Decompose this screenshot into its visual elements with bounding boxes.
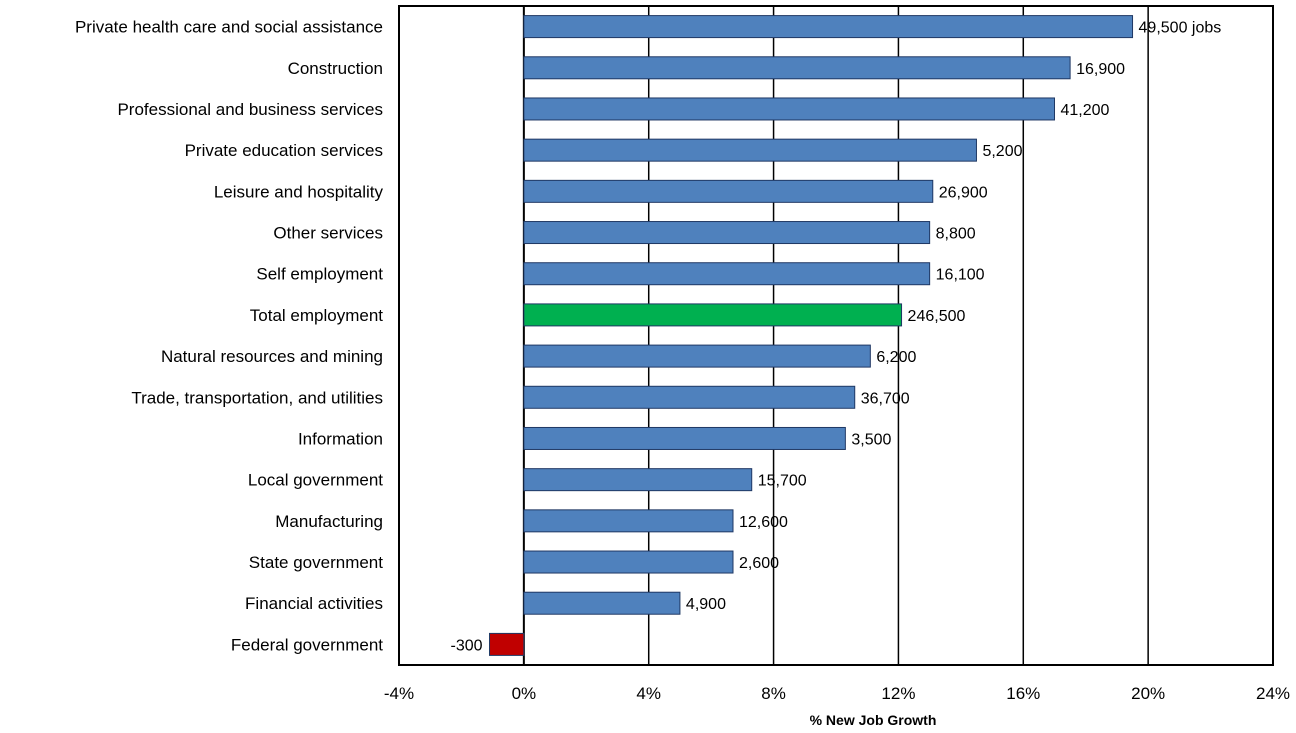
data-label-10: 3,500	[851, 431, 891, 448]
bar-15	[489, 632, 525, 656]
data-label-8: 6,200	[876, 349, 916, 366]
x-tick-label-0: -4%	[384, 684, 414, 703]
bar-1	[523, 56, 1071, 80]
bar-9	[523, 385, 856, 409]
x-tick-label-4: 12%	[881, 684, 915, 703]
bar-13	[523, 550, 734, 574]
category-label-0: Private health care and social assistanc…	[75, 18, 383, 37]
data-label-13: 2,600	[739, 555, 779, 572]
bar-10	[523, 426, 846, 450]
data-label-5: 8,800	[936, 226, 976, 243]
data-label-1: 16,900	[1076, 61, 1125, 78]
data-label-3: 5,200	[982, 143, 1022, 160]
bar-2	[523, 97, 1055, 121]
category-label-10: Information	[298, 429, 383, 448]
x-tick-label-6: 20%	[1131, 684, 1165, 703]
x-tick-label-3: 8%	[761, 684, 786, 703]
category-label-11: Local government	[248, 471, 383, 490]
data-label-6: 16,100	[936, 267, 985, 284]
bar-5	[523, 221, 931, 245]
data-label-9: 36,700	[861, 390, 910, 407]
x-tick-label-1: 0%	[512, 684, 537, 703]
category-label-12: Manufacturing	[275, 512, 383, 531]
data-label-2: 41,200	[1061, 102, 1110, 119]
data-label-11: 15,700	[758, 473, 807, 490]
category-label-1: Construction	[288, 59, 383, 78]
category-label-4: Leisure and hospitality	[214, 182, 384, 201]
category-label-5: Other services	[273, 224, 383, 243]
category-label-15: Federal government	[231, 635, 383, 654]
category-label-6: Self employment	[256, 265, 383, 284]
category-label-9: Trade, transportation, and utilities	[131, 388, 383, 407]
bar-0	[523, 15, 1134, 39]
bar-3	[523, 138, 977, 162]
category-label-13: State government	[249, 553, 383, 572]
bar-14	[523, 591, 681, 615]
x-tick-label-5: 16%	[1006, 684, 1040, 703]
bars	[489, 15, 1134, 656]
data-label-0: 49,500 jobs	[1139, 20, 1222, 37]
data-label-7: 246,500	[908, 308, 966, 325]
bar-4	[523, 179, 934, 203]
x-tick-labels: -4% 0% 4% 8% 12% 16% 20% 24%	[384, 684, 1290, 703]
x-tick-label-2: 4%	[636, 684, 661, 703]
x-axis-title: % New Job Growth	[810, 712, 937, 728]
data-label-14: 4,900	[686, 596, 726, 613]
bar-8	[523, 344, 871, 368]
bar-7	[523, 303, 903, 327]
category-label-14: Financial activities	[245, 594, 383, 613]
plot-area-frame	[398, 5, 1274, 666]
category-label-8: Natural resources and mining	[161, 347, 383, 366]
category-label-3: Private education services	[185, 141, 383, 160]
data-label-15: -300	[450, 637, 482, 654]
category-label-2: Professional and business services	[117, 100, 383, 119]
bar-12	[523, 509, 734, 533]
x-tick-label-7: 24%	[1256, 684, 1290, 703]
data-label-12: 12,600	[739, 514, 788, 531]
category-label-7: Total employment	[250, 306, 384, 325]
data-label-4: 26,900	[939, 184, 988, 201]
bar-6	[523, 262, 931, 286]
data-labels: 49,500 jobs 16,900 41,200 5,200 26,900 8,800 1…	[450, 20, 1221, 655]
bar-11	[523, 468, 753, 492]
category-labels: Private health care and social assistanc…	[75, 18, 384, 655]
